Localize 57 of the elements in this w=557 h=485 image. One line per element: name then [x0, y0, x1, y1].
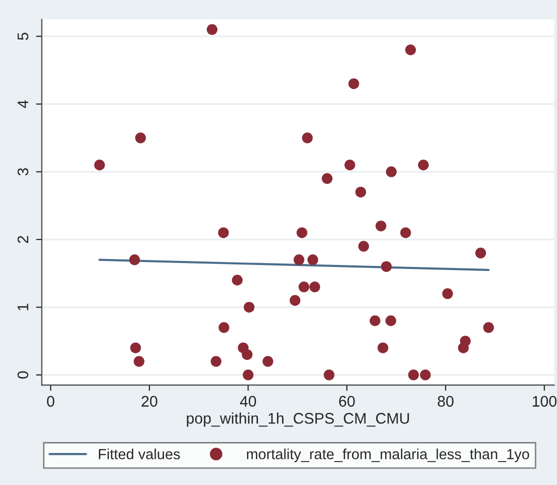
point	[324, 370, 334, 380]
point	[232, 274, 243, 286]
x-tick-label: 80	[438, 396, 454, 407]
point	[210, 356, 222, 367]
point	[262, 356, 274, 367]
point	[129, 254, 140, 266]
point	[218, 322, 230, 333]
x-tick-label: 60	[339, 396, 355, 407]
point	[296, 227, 308, 238]
point	[135, 132, 146, 144]
point	[378, 342, 388, 354]
point	[130, 342, 141, 354]
y-tick-label: 2	[18, 236, 28, 243]
point	[418, 160, 429, 170]
y-tick-label: 0	[18, 371, 28, 379]
x-tick-label: 100	[532, 396, 556, 407]
y-tick-label: 3	[18, 168, 28, 176]
point	[400, 227, 411, 238]
point	[405, 44, 416, 56]
x-axis-title: pop_within_1h_CSPS_CM_CMU	[186, 412, 409, 427]
y-tick-label: 1	[18, 304, 28, 310]
point	[244, 302, 254, 313]
point	[242, 349, 253, 360]
x-tick-label: 0	[47, 396, 54, 407]
point	[302, 132, 313, 144]
point	[420, 370, 431, 380]
point	[442, 288, 453, 300]
point	[358, 240, 370, 252]
point	[134, 356, 144, 367]
point	[206, 24, 218, 35]
point	[380, 261, 392, 272]
point	[408, 370, 419, 380]
y-tick-label: 5	[18, 32, 28, 40]
point	[322, 173, 332, 184]
legend-label: mortality_rate_from_malaria_less_than_1yo	[246, 448, 530, 462]
point	[344, 160, 356, 170]
point	[94, 160, 105, 170]
point	[307, 254, 318, 266]
y-tick-label: 4	[18, 100, 28, 108]
x-tick-label: 40	[240, 396, 256, 407]
point	[218, 227, 229, 238]
point	[298, 282, 310, 292]
point	[309, 282, 320, 292]
point	[483, 322, 494, 333]
point	[294, 254, 304, 266]
point	[348, 78, 360, 90]
point	[460, 336, 471, 346]
legend-label: Fitted values	[98, 448, 180, 460]
point	[355, 186, 366, 198]
point	[290, 295, 300, 306]
point	[386, 166, 397, 178]
point	[242, 370, 254, 380]
point	[370, 315, 380, 326]
point	[475, 248, 486, 258]
point	[385, 315, 396, 326]
x-tick-label: 20	[142, 396, 158, 407]
point	[376, 220, 386, 232]
